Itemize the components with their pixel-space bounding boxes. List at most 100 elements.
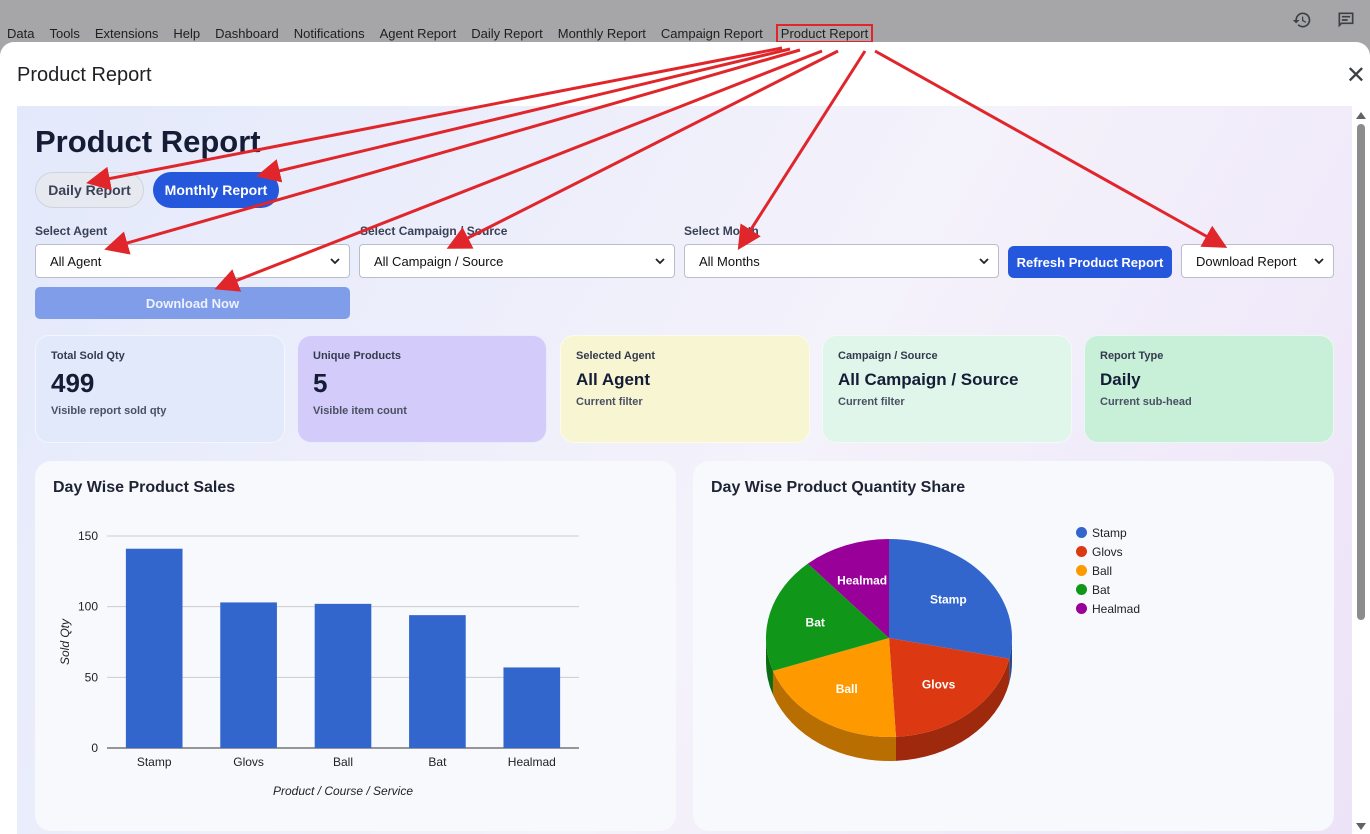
legend-label: Bat — [1092, 582, 1111, 597]
month-select-value: All Months — [699, 253, 760, 269]
y-tick-label: 50 — [85, 670, 99, 684]
stat-card-report-type: Report Type Daily Current sub-head — [1084, 335, 1334, 443]
pie-slice-label: Stamp — [930, 592, 967, 606]
pie-chart-panel: Day Wise Product Quantity Share Stamp Glo… — [693, 461, 1334, 831]
stat-card-total-sold-qty: Total Sold Qty 499 Visible report sold q… — [35, 335, 285, 443]
download-type-select[interactable]: Download Report — [1181, 244, 1334, 278]
legend-swatch — [1076, 527, 1087, 538]
close-icon[interactable]: ✕ — [1345, 62, 1366, 89]
bar — [125, 548, 183, 748]
x-tick-label: Bat — [428, 755, 447, 769]
chevron-down-icon — [1314, 258, 1324, 265]
agent-label: Select Agent — [35, 224, 108, 238]
menu-item-agent-report[interactable]: Agent Report — [379, 26, 457, 41]
agent-select-value: All Agent — [50, 253, 102, 269]
y-tick-label: 100 — [78, 600, 98, 614]
campaign-label: Select Campaign / Source — [360, 224, 508, 238]
comment-icon[interactable] — [1336, 10, 1356, 30]
card-title: Total Sold Qty — [51, 350, 125, 362]
download-now-button[interactable]: Download Now — [35, 287, 350, 319]
legend-swatch — [1076, 603, 1087, 614]
card-subtitle: Current sub-head — [1100, 396, 1192, 408]
chevron-down-icon — [330, 258, 340, 265]
card-title: Selected Agent — [576, 350, 656, 362]
tab-monthly-report[interactable]: Monthly Report — [153, 172, 279, 208]
bar — [409, 615, 466, 748]
y-tick-label: 150 — [78, 529, 98, 543]
pie-slice-label: Bat — [806, 615, 825, 629]
x-tick-label: Stamp — [137, 755, 172, 769]
stat-card-unique-products: Unique Products 5 Visible item count — [297, 335, 547, 443]
stat-card-campaign-source: Campaign / Source All Campaign / Source … — [822, 335, 1072, 443]
menu-item-tools[interactable]: Tools — [49, 26, 80, 41]
legend-item: Healmad — [1076, 599, 1140, 618]
report-frame: Product Report Daily Report Monthly Repo… — [17, 106, 1352, 834]
menu-item-monthly-report[interactable]: Monthly Report — [557, 26, 646, 41]
card-value: 499 — [51, 368, 95, 398]
card-value: 5 — [313, 368, 328, 398]
menu-item-dashboard[interactable]: Dashboard — [215, 26, 279, 41]
menu-item-product-report[interactable]: Product Report — [775, 24, 874, 43]
pie-slice-side — [772, 670, 896, 761]
menu-item-notifications[interactable]: Notifications — [293, 26, 365, 41]
bar-chart-panel: Day Wise Product Sales 0 50 100 150 Stamp Glo… — [35, 461, 676, 831]
page-title: Product Report — [35, 124, 261, 159]
card-value: All Agent — [576, 370, 650, 389]
refresh-product-report-button[interactable]: Refresh Product Report — [1008, 246, 1172, 278]
scroll-up-icon[interactable] — [1356, 112, 1366, 119]
x-tick-label: Ball — [333, 755, 353, 769]
card-subtitle: Current filter — [838, 396, 905, 408]
pie-slice — [772, 638, 896, 737]
pie-slice — [889, 539, 1012, 659]
y-axis-label: Sold Qty — [58, 618, 72, 665]
history-icon[interactable] — [1292, 10, 1312, 30]
x-axis-label: Product / Course / Service — [273, 784, 413, 798]
menu-item-extensions[interactable]: Extensions — [94, 26, 159, 41]
tab-daily-report[interactable]: Daily Report — [35, 172, 144, 208]
pie-slice-side — [766, 638, 773, 695]
pie-slice — [766, 563, 889, 671]
legend-label: Healmad — [1092, 601, 1141, 616]
month-select[interactable]: All Months — [684, 244, 999, 278]
scrollbar[interactable] — [1352, 106, 1370, 834]
month-label: Select Month — [684, 224, 759, 238]
legend-item: Glovs — [1076, 542, 1140, 561]
bar-chart: 0 50 100 150 Stamp Glovs Ball Bat Healmad Product… — [58, 529, 579, 798]
legend-item: Stamp — [1076, 523, 1140, 542]
legend-label: Glovs — [1092, 544, 1123, 559]
menu-bar: Data Tools Extensions Help Dashboard Not… — [0, 0, 1370, 44]
card-value: All Campaign / Source — [838, 370, 1019, 389]
pie-chart-title: Day Wise Product Quantity Share — [711, 479, 966, 496]
legend-item: Bat — [1076, 580, 1140, 599]
campaign-select-value: All Campaign / Source — [374, 253, 504, 269]
bar — [220, 602, 277, 748]
chevron-down-icon — [979, 258, 989, 265]
legend-swatch — [1076, 584, 1087, 595]
pie-legend: Stamp Glovs Ball Bat Healmad — [1076, 523, 1140, 618]
pie-slice — [889, 638, 1010, 737]
card-subtitle: Visible report sold qty — [51, 405, 167, 417]
legend-label: Stamp — [1092, 525, 1127, 540]
bar — [314, 603, 372, 748]
y-tick-label: 0 — [91, 741, 98, 755]
campaign-select[interactable]: All Campaign / Source — [359, 244, 675, 278]
menu-item-daily-report[interactable]: Daily Report — [471, 26, 543, 41]
card-title: Campaign / Source — [838, 350, 938, 362]
agent-select[interactable]: All Agent — [35, 244, 350, 278]
bar-chart-title: Day Wise Product Sales — [53, 479, 236, 496]
pie-slice-label: Glovs — [922, 678, 956, 692]
pie-slice-side — [895, 658, 1010, 761]
menu-item-help[interactable]: Help — [173, 26, 201, 41]
legend-label: Ball — [1092, 563, 1113, 578]
scrollbar-thumb[interactable] — [1357, 124, 1365, 620]
menu-item-data[interactable]: Data — [7, 26, 35, 41]
chevron-down-icon — [655, 258, 665, 265]
x-tick-label: Glovs — [233, 755, 264, 769]
menu-item-campaign-report[interactable]: Campaign Report — [660, 26, 763, 41]
product-report-dialog: Product Report ✕ Product Report Daily Re… — [0, 42, 1370, 834]
scroll-down-icon[interactable] — [1356, 823, 1366, 830]
legend-swatch — [1076, 546, 1087, 557]
legend-item: Ball — [1076, 561, 1140, 580]
pie-slice-side — [1009, 638, 1012, 683]
bar — [503, 667, 561, 748]
